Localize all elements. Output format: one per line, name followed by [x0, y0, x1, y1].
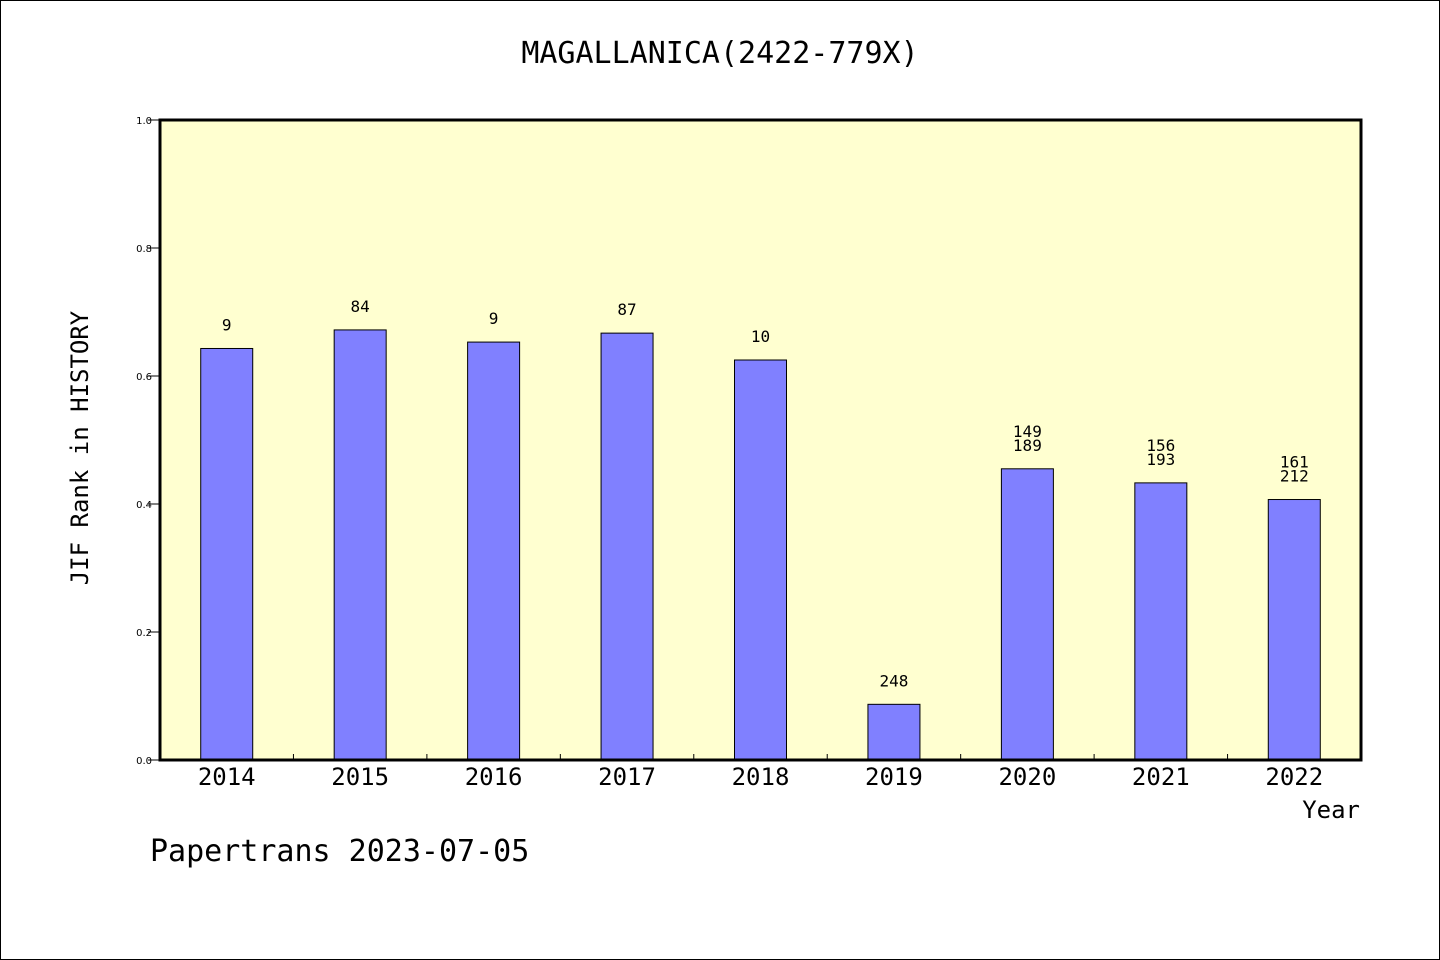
x-tick-label-2020: 2020	[998, 763, 1056, 791]
x-tick-label-2022: 2022	[1265, 763, 1323, 791]
bars-group	[200, 329, 1321, 761]
data-label-2014: 9	[222, 315, 232, 334]
bar-2018	[734, 359, 787, 761]
y-axis: 0.0 0.2 0.4 0.6 0.8 1.0	[136, 116, 160, 767]
data-label-2020: 149	[1013, 422, 1042, 441]
bar-2014	[200, 347, 254, 761]
data-label-2018: 10	[751, 327, 770, 346]
data-label-2016: 9	[489, 309, 499, 328]
x-axis-label: Year	[1302, 796, 1360, 824]
chart-title: MAGALLANICA(2422-779X)	[521, 36, 919, 71]
data-label-2021: 156	[1146, 436, 1175, 455]
x-tick-label-2018: 2018	[732, 763, 790, 791]
y-tick-label: 0.6	[136, 372, 152, 383]
y-tick-label: 0.2	[136, 628, 152, 639]
y-tick-label: 0.0	[136, 756, 152, 767]
bar-2021	[1134, 482, 1188, 761]
data-label-2015: 84	[351, 297, 370, 316]
bar-2016	[467, 341, 521, 761]
y-tick-label: 0.8	[136, 244, 152, 255]
x-tick-label-2019: 2019	[865, 763, 923, 791]
y-tick-label: 0.4	[136, 500, 152, 511]
bar-2019	[867, 703, 921, 761]
x-tick-label-2021: 2021	[1132, 763, 1190, 791]
bar-2015	[333, 329, 387, 761]
data-label-2022: 161	[1280, 453, 1309, 472]
plot-border	[158, 118, 1363, 762]
x-tick-label-2017: 2017	[598, 763, 656, 791]
x-tick-label-2014: 2014	[198, 763, 256, 791]
y-tick-label: 1.0	[136, 116, 152, 127]
bar-2022	[1267, 499, 1321, 761]
bar-2020	[1000, 468, 1054, 761]
footer-text: Papertrans 2023-07-05	[150, 834, 530, 869]
bar-2017	[600, 332, 654, 761]
x-tick-label-2015: 2015	[331, 763, 389, 791]
data-label-2019: 248	[879, 671, 908, 690]
data-label-2021: 193	[1146, 450, 1175, 469]
data-label-2022: 212	[1280, 467, 1309, 486]
data-label-2017: 87	[617, 300, 636, 319]
x-axis: 2014 2015 2016 2017 2018 2019 2020 2021 2022	[198, 754, 1323, 791]
data-label-2020: 189	[1013, 436, 1042, 455]
x-tick-label-2016: 2016	[465, 763, 523, 791]
